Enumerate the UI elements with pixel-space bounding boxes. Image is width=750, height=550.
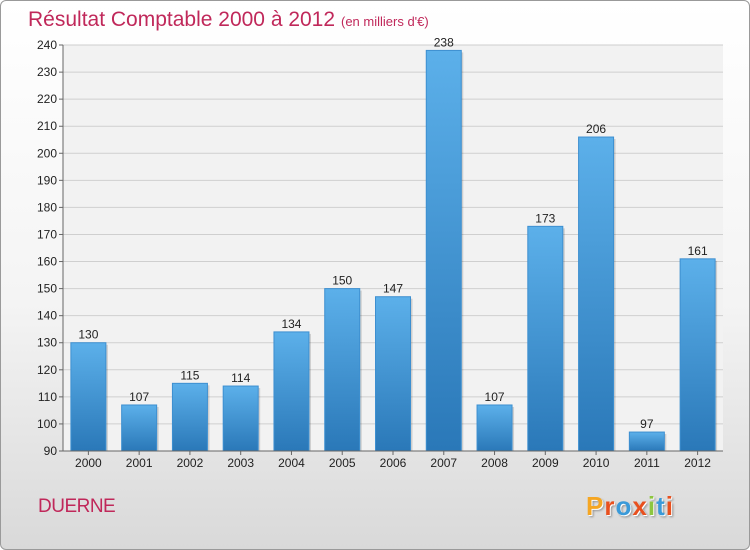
place-name: DUERNE: [38, 496, 116, 517]
x-tick-label-2008: 2008: [481, 456, 508, 470]
logo-letter: r: [604, 491, 616, 521]
value-label-2003: 114: [231, 371, 250, 385]
y-tick-label: 130: [37, 336, 57, 350]
y-tick-label: 160: [37, 255, 57, 269]
logo-letter: o: [615, 491, 633, 521]
y-tick-label: 120: [37, 363, 57, 377]
value-label-2002: 115: [180, 368, 199, 382]
bar-2011[interactable]: [628, 431, 665, 452]
value-label-2000: 130: [78, 328, 98, 342]
y-tick-label: 150: [37, 282, 57, 296]
y-axis: 90 100 110 120 130 140 150 160 170 180 190 200 210 22…: [37, 38, 64, 458]
y-tick-label: 110: [38, 390, 57, 404]
chart-title: Résultat Comptable 2000 à 2012: [28, 8, 336, 31]
y-tick-label: 190: [37, 173, 57, 187]
logo-letter: i: [665, 491, 674, 521]
bar-2009[interactable]: [527, 225, 564, 452]
bar-2006[interactable]: [375, 296, 411, 452]
x-tick-label-2010: 2010: [583, 456, 610, 470]
x-axis: 2000 2001 2002 2003 2004 2005 2006 2007 2008 2009…: [63, 450, 723, 470]
bar-2000[interactable]: [70, 342, 107, 452]
value-label-2005: 150: [332, 274, 352, 288]
value-label-2008: 107: [485, 390, 505, 404]
value-label-2004: 134: [281, 317, 301, 331]
logo-letter: x: [632, 491, 648, 521]
y-tick-label: 200: [37, 146, 57, 160]
bar-2008[interactable]: [476, 404, 513, 452]
x-tick-label-2000: 2000: [75, 456, 102, 470]
y-tick-label: 230: [37, 65, 57, 79]
x-tick-label-2004: 2004: [278, 456, 305, 470]
bars: 130 107 115 114 134 150 147 238 107 173 206 97 161: [70, 35, 718, 452]
logo-letter: P: [586, 491, 605, 521]
y-tick-label: 100: [37, 417, 57, 431]
x-tick-label-2007: 2007: [430, 456, 457, 470]
logo-letter: t: [656, 491, 666, 521]
chart-subtitle: (en milliers d'€): [341, 14, 429, 29]
bar-2002[interactable]: [171, 382, 208, 452]
x-tick-label-2001: 2001: [126, 456, 153, 470]
y-tick-label: 170: [37, 227, 57, 241]
x-tick-label-2005: 2005: [329, 456, 356, 470]
y-tick-label: 220: [37, 92, 57, 106]
value-label-2012: 161: [688, 244, 708, 258]
value-label-2011: 97: [640, 417, 654, 431]
logo-letter: i: [647, 491, 657, 521]
bar-2003[interactable]: [222, 385, 259, 452]
value-label-2009: 173: [535, 211, 555, 225]
value-label-2001: 107: [129, 390, 149, 404]
y-tick-label: 210: [37, 119, 57, 133]
bar-2010[interactable]: [578, 136, 615, 452]
x-tick-label-2012: 2012: [684, 456, 711, 470]
bar-2001[interactable]: [121, 404, 158, 452]
value-label-2006: 147: [383, 282, 403, 296]
bar-2007[interactable]: [425, 49, 462, 452]
y-tick-label: 90: [44, 444, 58, 458]
y-tick-label: 240: [37, 38, 57, 52]
bar-2005[interactable]: [324, 288, 361, 452]
value-label-2007: 238: [434, 35, 454, 49]
value-label-2010: 206: [586, 122, 606, 136]
x-tick-label-2003: 2003: [227, 456, 254, 470]
bar-2012[interactable]: [679, 258, 716, 452]
x-tick-label-2011: 2011: [634, 456, 660, 470]
proxiti-logo[interactable]: Proxiti: [586, 491, 674, 522]
x-tick-label-2006: 2006: [380, 456, 407, 470]
x-tick-label-2002: 2002: [177, 456, 204, 470]
bar-2004[interactable]: [273, 331, 310, 452]
y-tick-label: 140: [37, 309, 57, 323]
y-tick-label: 180: [37, 200, 57, 214]
x-tick-label-2009: 2009: [532, 456, 559, 470]
